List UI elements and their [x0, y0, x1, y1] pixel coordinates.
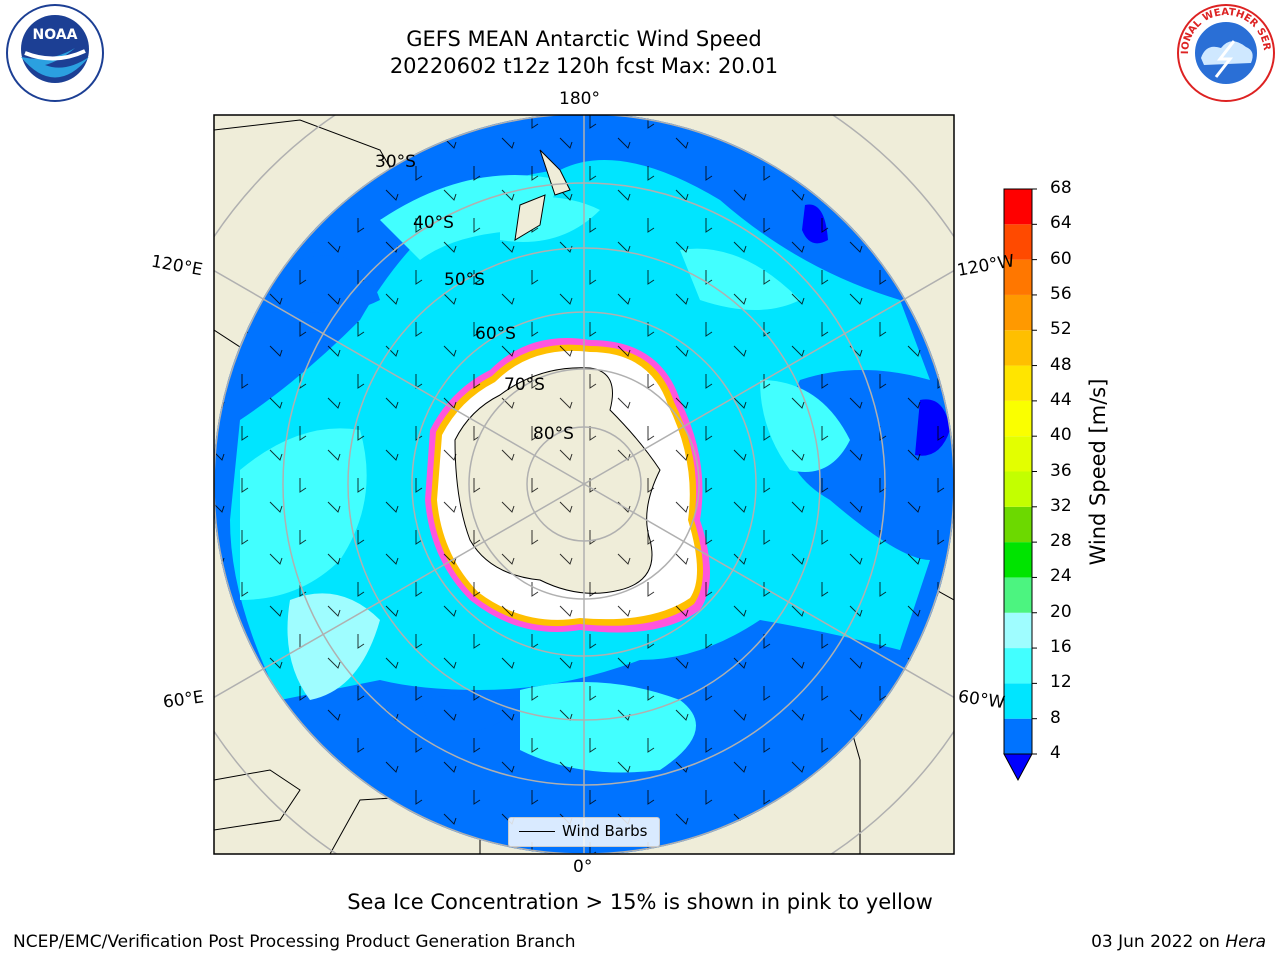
colorbar-tick-label: 20 — [1050, 601, 1072, 622]
colorbar-tick-label: 60 — [1050, 248, 1072, 269]
footer-host: Hera — [1225, 932, 1266, 952]
colorbar-tick-label: 32 — [1050, 495, 1072, 516]
map-frame — [213, 114, 955, 855]
colorbar-tick-label: 48 — [1050, 354, 1072, 375]
sea-ice-note: Sea Ice Concentration > 15% is shown in … — [347, 890, 933, 914]
colorbar-segment — [1004, 294, 1032, 331]
nws-logo: NATIONAL WEATHER SERVICE — [1176, 3, 1275, 102]
colorbar-tick-label: 36 — [1050, 460, 1072, 481]
colorbar-segment — [1004, 612, 1032, 649]
lat-label: 80°S — [533, 424, 574, 444]
noaa-logo-text: NOAA — [33, 27, 78, 43]
lon-label-180: 180° — [559, 89, 600, 109]
lat-label: 30°S — [375, 152, 416, 172]
footer-date: 03 Jun 2022 on Hera — [1091, 932, 1266, 952]
colorbar-segment — [1004, 224, 1032, 260]
lat-label: 60°S — [475, 324, 516, 344]
colorbar-segment — [1004, 400, 1032, 437]
colorbar-segment — [1004, 683, 1032, 719]
chart-title: GEFS MEAN Antarctic Wind Speed — [406, 27, 762, 51]
colorbar-segment — [1004, 330, 1032, 366]
colorbar-tick-label: 28 — [1050, 531, 1072, 552]
colorbar-tick-label: 40 — [1050, 425, 1072, 446]
lat-label: 40°S — [413, 213, 454, 233]
colorbar-segment — [1004, 189, 1032, 225]
map-legend: Wind Barbs — [508, 817, 660, 847]
colorbar-tick-label: 68 — [1050, 178, 1072, 198]
colorbar-tick-label: 56 — [1050, 283, 1072, 304]
colorbar-segment — [1004, 365, 1032, 401]
colorbar-segment — [1004, 718, 1032, 754]
colorbar-tick-label: 12 — [1050, 672, 1072, 693]
lat-label: 70°S — [504, 375, 545, 395]
colorbar-segment — [1004, 259, 1032, 295]
colorbar-segment — [1004, 648, 1032, 684]
footer-credit: NCEP/EMC/Verification Post Processing Pr… — [13, 932, 576, 952]
colorbar-tick-label: 64 — [1050, 213, 1072, 234]
colorbar-segment — [1004, 436, 1032, 472]
noaa-logo: NOAA — [6, 4, 104, 102]
colorbar-tick-label: 44 — [1050, 389, 1072, 410]
colorbar-segment — [1004, 542, 1032, 578]
footer-date-text: 03 Jun 2022 on — [1091, 932, 1220, 952]
colorbar-tick-label: 4 — [1050, 743, 1061, 763]
colorbar-tick-label: 8 — [1050, 707, 1061, 728]
colorbar-under-extension — [1003, 753, 1033, 782]
colorbar — [1003, 188, 1037, 755]
colorbar-tick-label: 16 — [1050, 637, 1072, 658]
colorbar-segment — [1004, 506, 1032, 543]
colorbar-tick-label: 52 — [1050, 319, 1072, 340]
lon-label-0: 0° — [573, 857, 593, 877]
colorbar-tick-label: 24 — [1050, 566, 1072, 587]
colorbar-segment — [1004, 471, 1032, 507]
colorbar-segment — [1004, 577, 1032, 613]
wind-barb-legend-line — [519, 831, 555, 832]
legend-label: Wind Barbs — [562, 822, 648, 840]
colorbar-title: Wind Speed [m/s] — [1086, 378, 1110, 566]
meridians — [214, 115, 954, 854]
lat-label: 50°S — [444, 270, 485, 290]
chart-subtitle: 20220602 t12z 120h fcst Max: 20.01 — [389, 54, 779, 78]
